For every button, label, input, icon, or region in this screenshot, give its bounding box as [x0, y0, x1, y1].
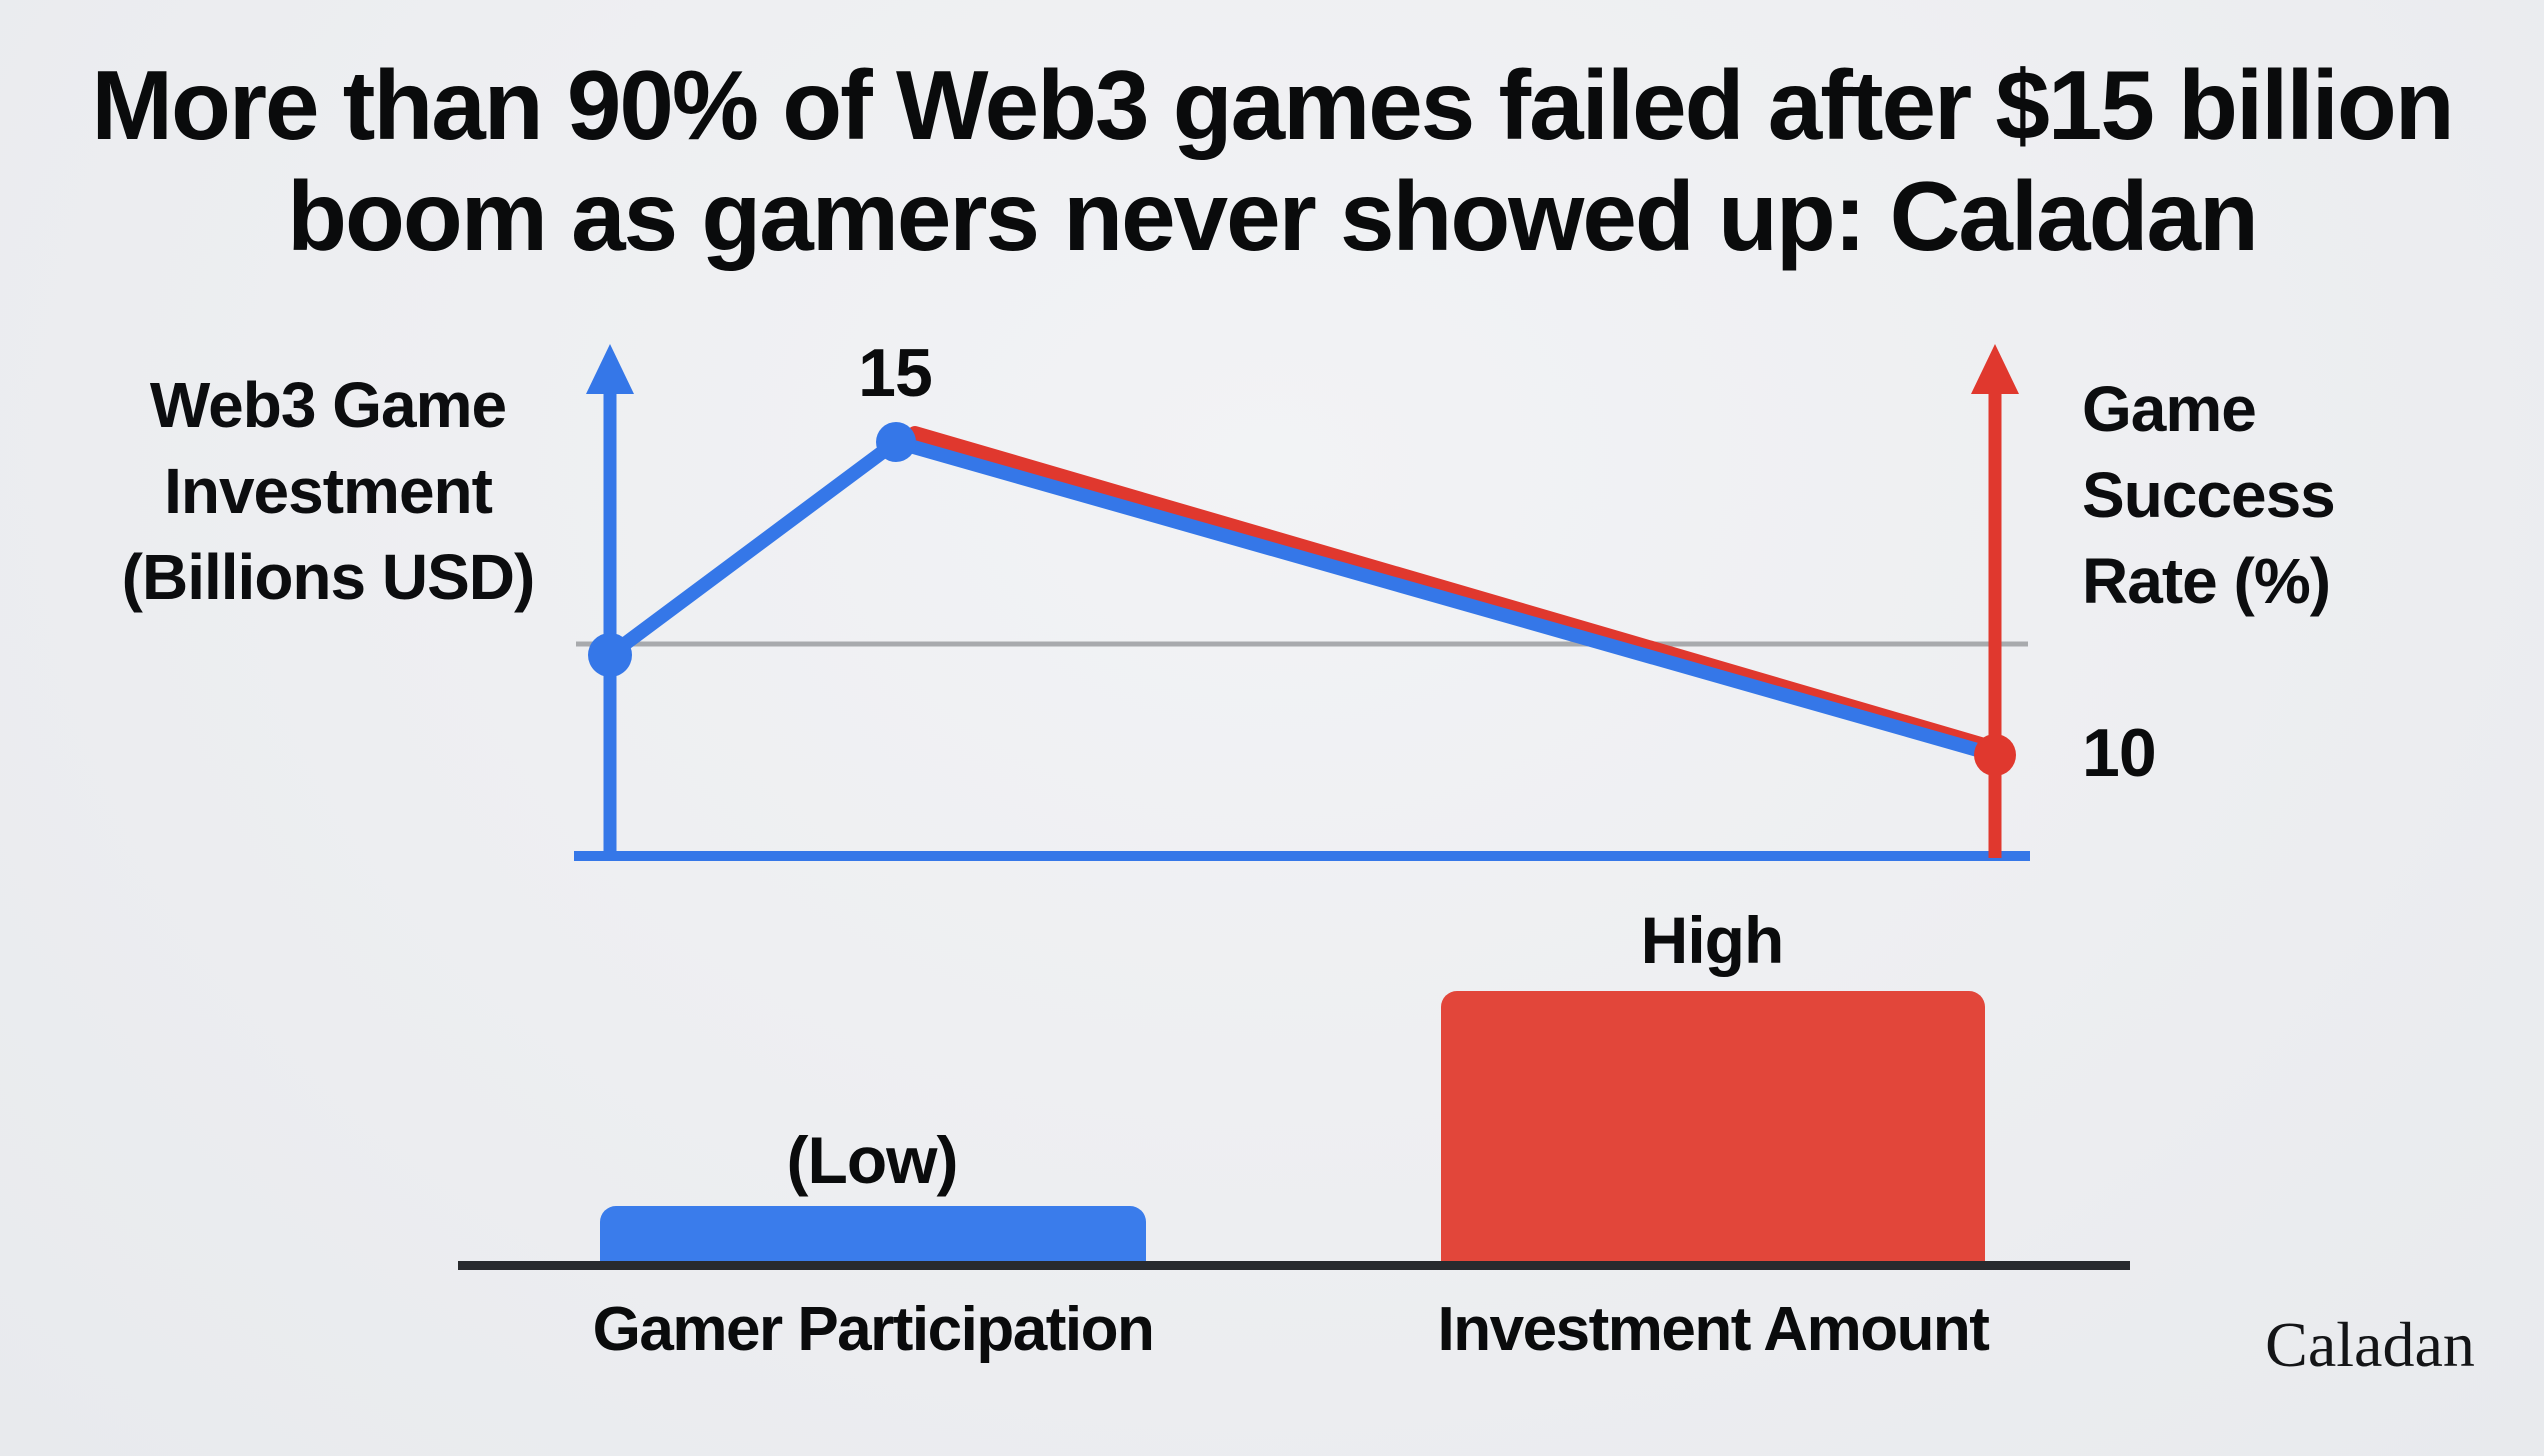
category-label-gamer-participation: Gamer Participation	[592, 1295, 1155, 1364]
bar-investment-amount	[1441, 991, 1985, 1266]
right-axis-label: Game Success Rate (%)	[2082, 366, 2542, 624]
peak-point-marker	[876, 422, 916, 462]
left-axis-label: Web3 Game Investment (Billions USD)	[100, 362, 556, 620]
left-axis-label-line-3: (Billions USD)	[121, 541, 536, 613]
right-axis-label-line-2: Success	[2082, 459, 2336, 531]
bar-value-label-low: (Low)	[786, 1123, 959, 1197]
start-point-marker	[588, 633, 632, 677]
title-line-1: More than 90% of Web3 games failed after…	[91, 50, 2454, 160]
caladan-logo: Caladan	[2265, 1309, 2475, 1380]
peak-value-label: 15	[858, 335, 933, 411]
right-axis-label-line-1: Game	[2082, 373, 2257, 445]
category-label-investment-amount: Investment Amount	[1437, 1295, 1990, 1364]
right-axis-label-line-3: Rate (%)	[2082, 545, 2331, 617]
page-title: More than 90% of Web3 games failed after…	[0, 50, 2544, 272]
bar-chart-baseline	[458, 1261, 2130, 1270]
investment-line	[603, 435, 2002, 762]
left-axis-arrowhead-icon	[586, 344, 634, 394]
bar-gamer-participation	[600, 1206, 1146, 1266]
right-axis-arrowhead-icon	[1971, 344, 2019, 394]
bar-value-label-high: High	[1640, 903, 1785, 977]
end-point-marker	[1974, 734, 2016, 776]
left-axis-label-line-2: Investment	[164, 455, 493, 527]
left-axis-label-line-1: Web3 Game	[149, 369, 507, 441]
title-line-2: boom as gamers never showed up: Caladan	[287, 161, 2259, 271]
end-value-label: 10	[2082, 715, 2157, 791]
